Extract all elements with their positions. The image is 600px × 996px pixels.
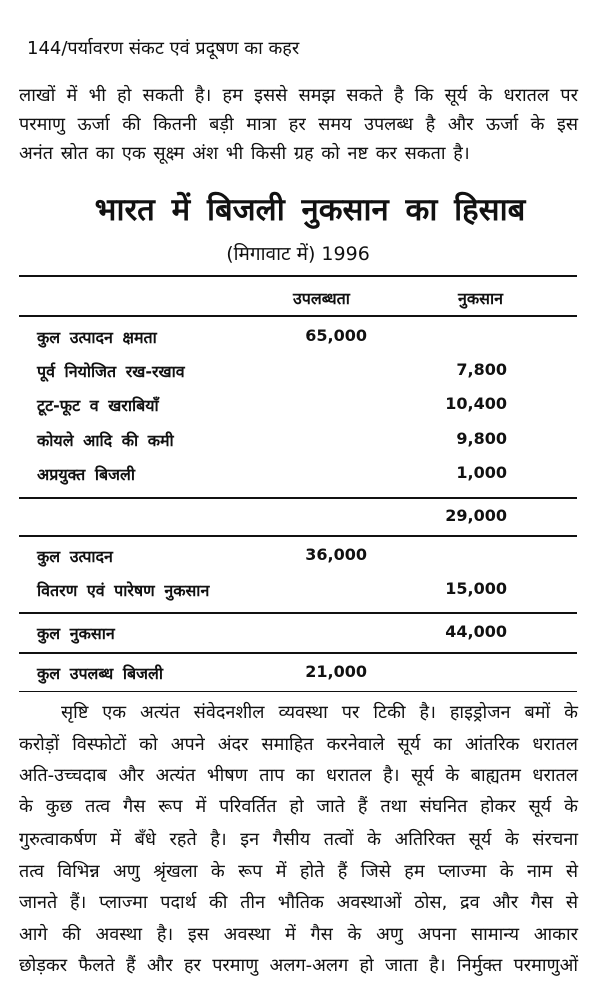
row-label: अप्रयुक्त बिजली [37,465,136,484]
text-line: के कुछ तत्व गैस रूप में परिवर्तित हो जात… [19,796,578,817]
text-line: छोड़कर फैलते हैं और हर परमाणु अलग-अलग हो… [19,955,578,976]
text-line: अनंत स्रोत का एक सूक्ष्म अंश भी किसी ग्र… [19,143,470,164]
row-label: कुल नुकसान [37,624,115,643]
loss-value: 1,000 [456,463,507,482]
text-line: करोड़ों विस्फोटों को अपने अंदर समाहित कर… [19,734,578,755]
table-rule [19,535,577,537]
table-rule [19,652,577,654]
table-rule [19,275,577,277]
availability-value: 21,000 [305,662,367,681]
loss-value: 10,400 [445,394,507,413]
text-line: गुरुत्वाकर्षण में बँधे रहते है। इन गैसीय… [19,829,578,850]
loss-value: 9,800 [456,429,507,448]
column-header-loss: नुकसान [458,289,504,308]
text-line: लाखों में भी हो सकती है। हम इससे समझ सकत… [19,85,578,106]
column-header-availability: उपलब्धता [293,289,350,308]
availability-value: 36,000 [305,545,367,564]
text-line: परमाणु ऊर्जा की कितनी बड़ी मात्रा हर समय… [19,114,578,135]
text-line: अति-उच्चदाब और अत्यंत भीषण ताप का धरातल … [19,765,578,786]
row-label: पूर्व नियोजित रख-रखाव [37,362,185,381]
loss-value: 29,000 [445,506,507,525]
loss-value: 7,800 [456,360,507,379]
row-label: कुल उत्पादन क्षमता [37,328,157,347]
row-label: कोयले आदि की कमी [37,431,174,450]
table-subtitle: (मिगावाट में) 1996 [226,243,370,265]
loss-value: 15,000 [445,579,507,598]
running-header: 144/पर्यावरण संकट एवं प्रदूषण का कहर [27,38,300,59]
table-rule [19,612,577,614]
table-rule [19,691,577,692]
table-rule [19,315,577,317]
row-label: वितरण एवं पारेषण नुकसान [37,581,210,600]
table-title: भारत में बिजली नुकसान का हिसाब [94,192,526,228]
table-rule [19,497,577,499]
text-line: जानते हैं। प्लाज्मा पदार्थ की तीन भौतिक … [19,892,578,913]
row-label: कुल उपलब्ध बिजली [37,664,163,683]
text-line: आगे की अवस्था है। इस अवस्था में गैस के अ… [19,924,578,945]
text-line: सृष्टि एक अत्यंत संवेदनशील व्यवस्था पर ट… [61,702,578,723]
row-label: कुल उत्पादन [37,547,113,566]
row-label: टूट-फूट व खराबियाँ [37,396,159,415]
loss-value: 44,000 [445,622,507,641]
text-line: तत्व विभिन्न अणु श्रृंखला के रूप में होत… [19,861,578,882]
availability-value: 65,000 [305,326,367,345]
